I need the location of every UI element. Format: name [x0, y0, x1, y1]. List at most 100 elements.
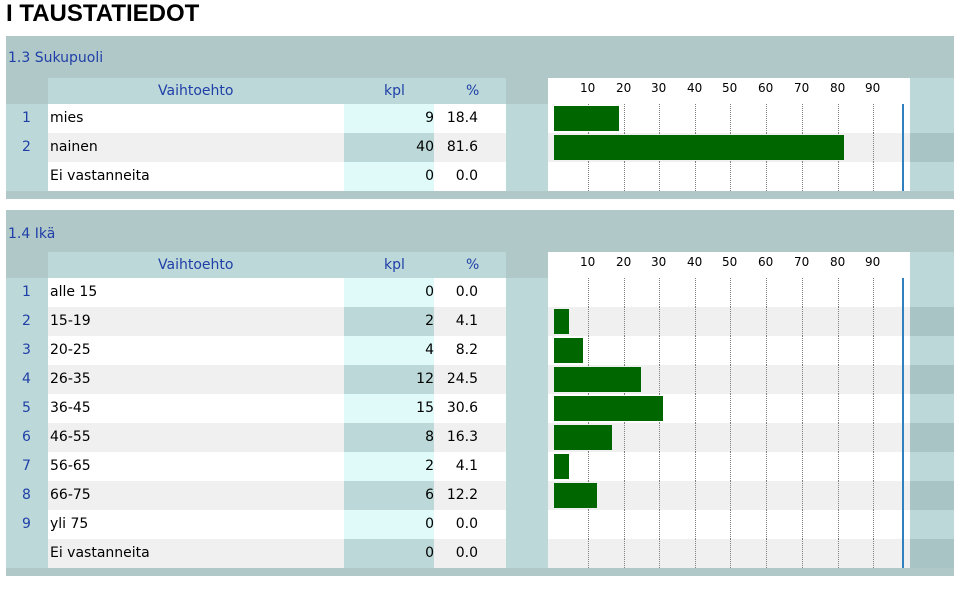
- grid-line: [873, 452, 875, 481]
- grid-line: [659, 365, 661, 394]
- table-row: 7 56-65 2 4.1: [6, 452, 954, 481]
- max-line: [902, 452, 904, 481]
- grid-line: [838, 104, 840, 133]
- percent-value: 4.1: [455, 458, 478, 474]
- grid-line: [624, 452, 626, 481]
- grid-line: [730, 539, 732, 568]
- count-value: 40: [416, 139, 434, 155]
- bar-gutter: [506, 481, 548, 510]
- option-label-text: mies: [50, 110, 84, 126]
- row-number-text: 4: [22, 371, 31, 387]
- grid-line: [659, 539, 661, 568]
- option-label-text: 26-35: [50, 371, 91, 387]
- grid-line: [659, 104, 661, 133]
- bar-gutter: [506, 278, 548, 307]
- scale-tick-label: 70: [794, 255, 810, 269]
- grid-line: [659, 162, 661, 191]
- row-end: [910, 539, 954, 568]
- row-end: [910, 336, 954, 365]
- percent-bar: [554, 396, 663, 421]
- bar-track: [548, 510, 910, 539]
- grid-line: [873, 481, 875, 510]
- count-value: 9: [425, 110, 434, 126]
- bar-track: [548, 481, 910, 510]
- option-label: mies: [48, 104, 344, 133]
- bar-gutter: [506, 307, 548, 336]
- table-row: 4 26-35 12 24.5: [6, 365, 954, 394]
- grid-line: [802, 539, 804, 568]
- percent-cell: 4.1: [434, 452, 506, 481]
- grid-line: [838, 452, 840, 481]
- bar-track: [548, 104, 910, 133]
- header-option: Vaihtoehto: [158, 257, 234, 273]
- scale-end: [910, 252, 954, 278]
- header-count: kpl: [384, 83, 405, 99]
- percent-bar: [554, 338, 583, 363]
- grid-line: [766, 336, 768, 365]
- grid-line: [838, 162, 840, 191]
- option-label-text: nainen: [50, 139, 98, 155]
- option-label-text: 46-55: [50, 429, 91, 445]
- row-number: 1: [6, 278, 48, 307]
- bar-gutter: [506, 423, 548, 452]
- percent-value: 4.1: [455, 313, 478, 329]
- row-number: 7: [6, 452, 48, 481]
- row-end: [910, 423, 954, 452]
- max-line: [902, 365, 904, 394]
- grid-line: [624, 104, 626, 133]
- percent-value: 0.0: [455, 284, 478, 300]
- table-row: Ei vastanneita 0 0.0: [6, 539, 954, 568]
- max-line: [902, 307, 904, 336]
- row-end: [910, 162, 954, 191]
- row-number: [6, 162, 48, 191]
- option-label: 46-55: [48, 423, 344, 452]
- max-line: [902, 133, 904, 162]
- grid-line: [588, 162, 590, 191]
- grid-line: [659, 307, 661, 336]
- option-label-text: alle 15: [50, 284, 98, 300]
- percent-bar: [554, 106, 619, 131]
- grid-line: [624, 336, 626, 365]
- bar-track: [548, 278, 910, 307]
- grid-line: [659, 423, 661, 452]
- grid-line: [730, 481, 732, 510]
- row-end: [910, 365, 954, 394]
- bar-track: [548, 162, 910, 191]
- percent-bar: [554, 483, 597, 508]
- grid-line: [873, 162, 875, 191]
- percent-value: 8.2: [455, 342, 478, 358]
- option-label-text: 56-65: [50, 458, 91, 474]
- grid-line: [588, 510, 590, 539]
- grid-line: [624, 481, 626, 510]
- bar-track: [548, 336, 910, 365]
- count-cell: 2: [344, 307, 434, 336]
- count-cell: 0: [344, 278, 434, 307]
- grid-line: [802, 104, 804, 133]
- count-cell: 12: [344, 365, 434, 394]
- grid-line: [588, 307, 590, 336]
- grid-line: [730, 278, 732, 307]
- scale-tick-label: 70: [794, 81, 810, 95]
- grid-line: [838, 510, 840, 539]
- grid-line: [730, 423, 732, 452]
- bar-track: [548, 539, 910, 568]
- bar-track: [548, 307, 910, 336]
- option-label: alle 15: [48, 278, 344, 307]
- count-value: 15: [416, 400, 434, 416]
- max-line: [902, 394, 904, 423]
- grid-line: [873, 278, 875, 307]
- percent-bar: [554, 309, 569, 334]
- percent-cell: 12.2: [434, 481, 506, 510]
- percent-cell: 0.0: [434, 162, 506, 191]
- row-number: 5: [6, 394, 48, 423]
- scale-tick-label: 50: [722, 81, 738, 95]
- grid-line: [659, 481, 661, 510]
- percent-cell: 24.5: [434, 365, 506, 394]
- bar-gutter: [506, 162, 548, 191]
- row-number: [6, 539, 48, 568]
- count-cell: 0: [344, 539, 434, 568]
- bar-gutter: [506, 539, 548, 568]
- option-label: nainen: [48, 133, 344, 162]
- grid-line: [838, 394, 840, 423]
- grid-line: [730, 510, 732, 539]
